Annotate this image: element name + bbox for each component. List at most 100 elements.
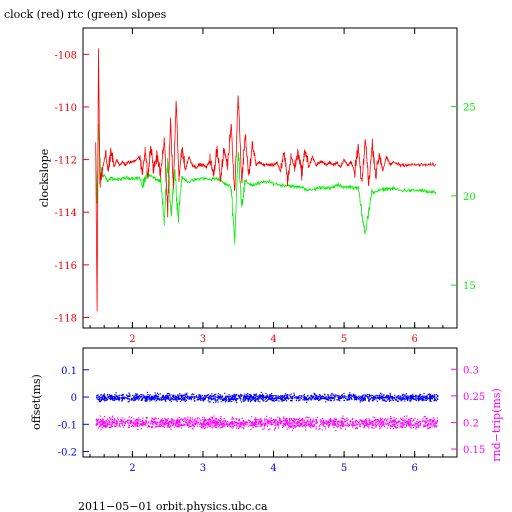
- offset-points-point: [225, 399, 227, 401]
- offset-points-point: [217, 393, 219, 395]
- rndtrip-points-point: [264, 423, 267, 425]
- rndtrip-points-point: [150, 421, 152, 423]
- rndtrip-points-point: [213, 415, 215, 417]
- offset-points-point: [250, 395, 252, 397]
- rndtrip-points-point: [241, 424, 243, 426]
- rndtrip-points-point: [194, 419, 196, 421]
- rndtrip-points-point: [184, 424, 186, 426]
- rndtrip-points-point: [111, 423, 113, 426]
- offset-points-point: [392, 399, 394, 401]
- rndtrip-points-point: [216, 421, 218, 423]
- rndtrip-points-point: [402, 419, 404, 421]
- offset-points-point: [397, 400, 399, 402]
- rndtrip-points-point: [380, 417, 382, 419]
- rndtrip-points-point: [315, 419, 317, 421]
- rndtrip-points-point: [170, 419, 172, 421]
- offset-points-point: [275, 395, 277, 397]
- rndtrip-points-point: [170, 420, 172, 422]
- rndtrip-points-point: [357, 423, 359, 426]
- offset-points-point: [194, 396, 196, 398]
- rndtrip-points-point: [224, 425, 226, 427]
- rndtrip-points-point: [338, 421, 340, 423]
- rndtrip-points-point: [177, 420, 179, 422]
- offset-points-point: [149, 394, 151, 396]
- rndtrip-points-point: [212, 427, 214, 429]
- offset-points-point: [100, 394, 102, 396]
- offset-points-point: [265, 400, 267, 403]
- rndtrip-points-point: [103, 424, 105, 427]
- offset-points-point: [293, 394, 295, 396]
- offset-points-point: [421, 396, 423, 398]
- offset-points-point: [254, 400, 256, 402]
- offset-points-point: [358, 395, 360, 397]
- rndtrip-points-point: [141, 423, 143, 425]
- rndtrip-points-point: [400, 418, 402, 421]
- rndtrip-points-point: [190, 419, 192, 422]
- offset-points-point: [311, 395, 313, 397]
- rndtrip-points-point: [371, 427, 373, 429]
- offset-points-point: [293, 392, 295, 394]
- offset-points-point: [130, 398, 132, 400]
- rndtrip-points-point: [305, 423, 307, 425]
- offset-points-point: [365, 395, 367, 397]
- rndtrip-points-point: [116, 420, 118, 423]
- rndtrip-points-point: [286, 421, 288, 423]
- rndtrip-points-point: [391, 420, 393, 422]
- rndtrip-points-point: [382, 423, 384, 425]
- rndtrip-points-point: [193, 422, 195, 424]
- rndtrip-points-point: [188, 422, 190, 424]
- rndtrip-points-point: [374, 420, 376, 422]
- offset-points-point: [228, 394, 230, 396]
- rndtrip-points-point: [331, 424, 333, 426]
- rndtrip-points-point: [407, 423, 410, 425]
- offset-points-point: [239, 399, 242, 401]
- offset-points-point: [121, 399, 123, 401]
- rndtrip-points-point: [276, 424, 278, 426]
- offset-points-point: [133, 397, 136, 399]
- rndtrip-points-point: [302, 421, 304, 424]
- rndtrip-points-point: [268, 422, 270, 424]
- rndtrip-points-point: [406, 424, 408, 426]
- offset-points-point: [377, 397, 379, 399]
- offset-points-point: [303, 393, 305, 396]
- offset-points-point: [397, 395, 399, 398]
- rndtrip-points-point: [333, 423, 335, 425]
- rndtrip-points-point: [353, 424, 355, 426]
- offset-points-point: [184, 393, 186, 395]
- rndtrip-points-point: [109, 422, 112, 424]
- rndtrip-points-point: [316, 420, 318, 422]
- offset-points-point: [109, 399, 111, 401]
- offset-points-point: [144, 400, 146, 402]
- offset-points-point: [354, 398, 356, 400]
- offset-points-point: [275, 397, 277, 399]
- offset-points-point: [290, 399, 292, 402]
- offset-points-point: [177, 396, 179, 398]
- rndtrip-points-point: [260, 423, 262, 425]
- offset-points-point: [349, 397, 351, 399]
- rndtrip-points-point: [129, 421, 131, 423]
- rndtrip-points-point: [127, 422, 129, 424]
- offset-points-point: [435, 397, 437, 399]
- rndtrip-points-point: [233, 421, 235, 423]
- rndtrip-points-point: [150, 423, 152, 425]
- rndtrip-points-point: [369, 421, 371, 423]
- rndtrip-points-point: [260, 418, 262, 421]
- offset-points-point: [408, 398, 410, 400]
- offset-points-point: [165, 400, 167, 402]
- offset-points-point: [190, 396, 192, 398]
- rndtrip-points-point: [417, 418, 419, 420]
- rndtrip-points-point: [212, 425, 214, 427]
- offset-points-point: [402, 393, 404, 395]
- rndtrip-points-point: [124, 424, 126, 426]
- rndtrip-points-point: [256, 424, 258, 426]
- offset-points-point: [172, 395, 174, 397]
- offset-points-point: [353, 395, 355, 397]
- rndtrip-points-point: [104, 416, 106, 418]
- rndtrip-points-point: [247, 419, 249, 421]
- offset-points-point: [325, 401, 327, 403]
- rndtrip-points-point: [236, 418, 238, 420]
- offset-points-point: [336, 399, 338, 401]
- offset-points-point: [384, 396, 386, 398]
- offset-points-point: [420, 394, 422, 396]
- offset-points-point: [199, 398, 201, 400]
